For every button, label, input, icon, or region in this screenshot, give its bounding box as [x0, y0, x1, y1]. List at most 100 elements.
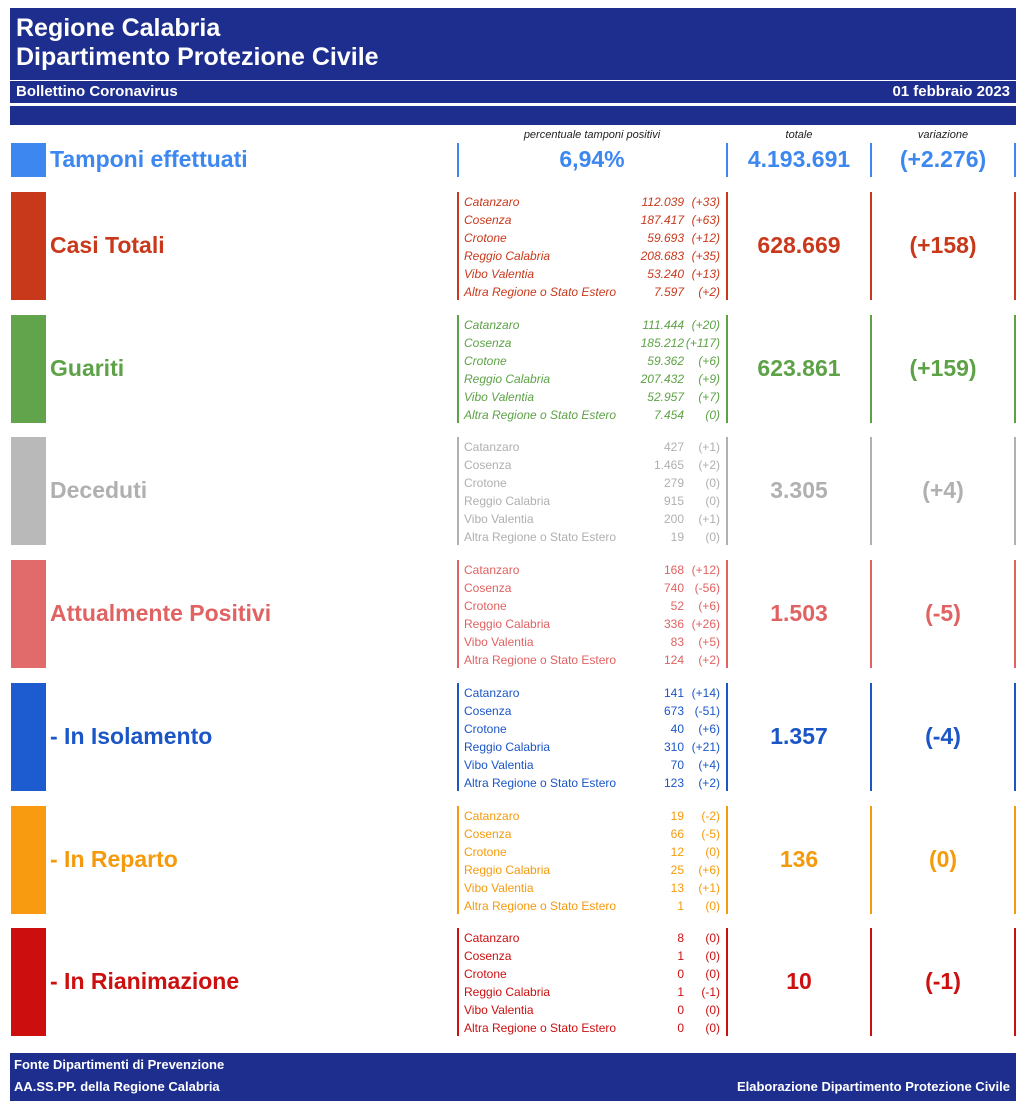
province-row: Reggio Calabria 207.432 (+9)	[464, 370, 726, 388]
section-change: (-4)	[925, 723, 961, 749]
province-value: 112.039	[641, 195, 685, 209]
province-row: Cosenza 740 (-56)	[464, 579, 726, 597]
region-title: Regione Calabria	[16, 14, 221, 42]
province-value: 1	[677, 899, 684, 914]
province-name: Altra Regione o Stato Estero	[464, 285, 617, 300]
province-value: 7.454	[653, 408, 684, 423]
section-divider	[870, 928, 872, 1036]
province-list: Catanzaro 141 (+14) Cosenza 673 (-51) Crotone 4…	[464, 684, 726, 793]
province-name: Crotone	[464, 845, 507, 860]
section-total: 628.669	[757, 232, 841, 258]
column-header-change: variazione	[917, 129, 969, 141]
category-label: Attualmente Positivi	[50, 600, 272, 626]
province-delta: (+117)	[685, 336, 720, 351]
province-delta: (0)	[705, 408, 720, 423]
section-divider	[457, 683, 459, 791]
province-delta: (0)	[705, 845, 720, 860]
tamponi-percent: 6,94%	[559, 146, 625, 172]
province-value: 123	[663, 776, 684, 791]
tamponi-swatch	[11, 143, 46, 177]
province-row: Catanzaro 8 (0)	[464, 929, 726, 947]
province-row: Reggio Calabria 208.683 (+35)	[464, 247, 726, 265]
province-row: Reggio Calabria 915 (0)	[464, 492, 726, 510]
category-swatch	[11, 806, 46, 914]
bulletin-date: 01 febbraio 2023	[892, 83, 1010, 100]
province-row: Crotone 59.362 (+6)	[464, 352, 726, 370]
province-delta: (0)	[705, 931, 720, 945]
category-label: - In Reparto	[50, 846, 178, 872]
province-name: Cosenza	[464, 949, 512, 964]
section-divider	[1014, 560, 1016, 668]
province-row: Cosenza 1 (0)	[464, 947, 726, 965]
province-value: 1	[677, 985, 684, 1000]
province-list: Catanzaro 427 (+1) Cosenza 1.465 (+2) Crotone 2…	[464, 438, 726, 547]
category-swatch	[11, 560, 46, 668]
province-name: Catanzaro	[464, 318, 520, 332]
province-value: 427	[663, 440, 684, 454]
province-row: Vibo Valentia 83 (+5)	[464, 633, 726, 651]
province-row: Vibo Valentia 52.957 (+7)	[464, 388, 726, 406]
province-name: Crotone	[464, 354, 507, 369]
province-name: Altra Regione o Stato Estero	[464, 530, 617, 545]
province-name: Altra Regione o Stato Estero	[464, 653, 617, 668]
footer-source-2: AA.SS.PP. della Regione Calabria	[14, 1079, 220, 1094]
section-divider	[726, 437, 728, 545]
province-row: Vibo Valentia 0 (0)	[464, 1001, 726, 1019]
section-divider	[726, 683, 728, 791]
province-delta: (+2)	[698, 776, 720, 791]
province-row: Crotone 0 (0)	[464, 965, 726, 983]
province-row: Crotone 40 (+6)	[464, 720, 726, 738]
province-value: 207.432	[640, 372, 684, 387]
province-value: 1	[677, 949, 684, 964]
province-delta: (0)	[705, 476, 720, 491]
province-row: Reggio Calabria 310 (+21)	[464, 738, 726, 756]
province-name: Reggio Calabria	[464, 372, 551, 387]
section-change: (-1)	[925, 968, 961, 994]
province-row: Crotone 279 (0)	[464, 474, 726, 492]
tamponi-divider	[870, 143, 872, 177]
province-value: 59.362	[647, 354, 684, 369]
section-change: (+4)	[922, 477, 964, 503]
section-divider	[457, 315, 459, 423]
province-delta: (0)	[705, 949, 720, 964]
tamponi-divider	[457, 143, 459, 177]
section-total: 10	[786, 968, 812, 994]
province-name: Altra Regione o Stato Estero	[464, 899, 617, 914]
province-list: Catanzaro 111.444 (+20) Cosenza 185.212 (+117…	[464, 316, 726, 425]
province-delta: (+26)	[691, 617, 720, 632]
category-label: Deceduti	[50, 477, 148, 503]
province-value: 673	[663, 704, 684, 719]
province-name: Cosenza	[464, 336, 512, 351]
province-delta: (+21)	[691, 740, 720, 755]
province-row: Reggio Calabria 336 (+26)	[464, 615, 726, 633]
province-delta: (+2)	[698, 285, 720, 300]
province-name: Crotone	[464, 722, 507, 737]
section-total: 3.305	[770, 477, 828, 503]
province-value: 52	[670, 599, 684, 614]
section-divider	[457, 560, 459, 668]
province-list: Catanzaro 8 (0) Cosenza 1 (0) Crotone 0 (0) Reggi…	[464, 929, 726, 1038]
province-row: Cosenza 187.417 (+63)	[464, 211, 726, 229]
province-name: Vibo Valentia	[464, 267, 535, 282]
section-divider	[1014, 192, 1016, 300]
province-value: 25	[670, 863, 684, 878]
province-name: Vibo Valentia	[464, 881, 534, 896]
section-divider	[870, 806, 872, 914]
province-name: Crotone	[464, 967, 507, 982]
category-swatch	[11, 192, 46, 300]
province-value: 0	[677, 1021, 684, 1036]
tamponi-divider	[1014, 143, 1016, 177]
province-value: 185.212	[640, 336, 684, 351]
province-value: 52.957	[647, 390, 684, 405]
province-value: 168	[663, 563, 684, 577]
province-name: Cosenza	[464, 458, 512, 473]
province-delta: (+6)	[698, 722, 720, 737]
section-change: (+158)	[909, 232, 977, 258]
province-value: 200	[663, 512, 684, 527]
footer-source-1: Fonte Dipartimenti di Prevenzione	[14, 1057, 225, 1072]
category-label: Casi Totali	[50, 232, 165, 258]
section-divider	[726, 315, 728, 423]
province-delta: (+1)	[698, 881, 720, 896]
province-value: 40	[670, 722, 684, 737]
province-delta: (+7)	[698, 390, 720, 405]
